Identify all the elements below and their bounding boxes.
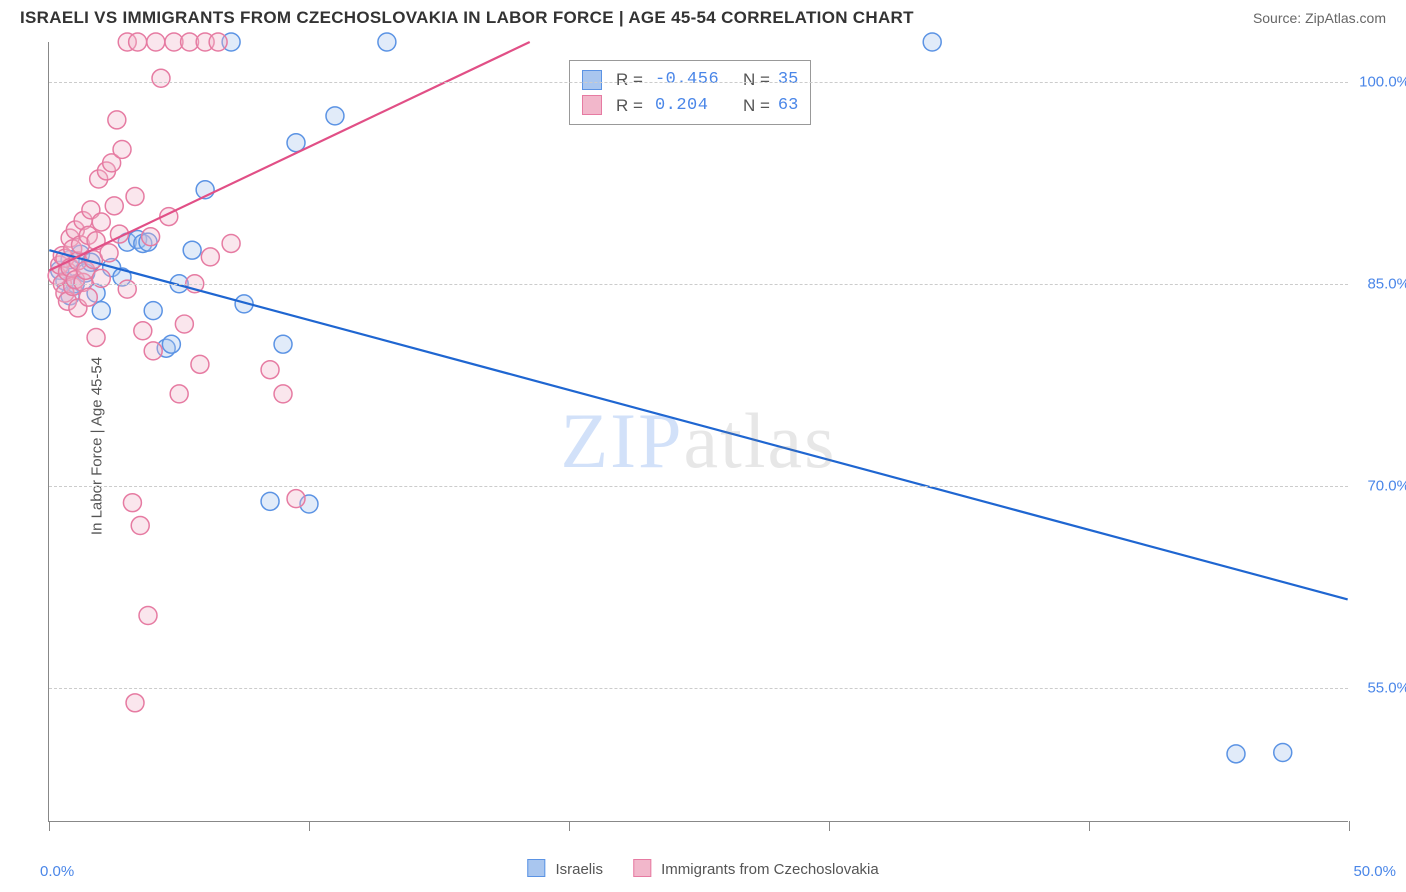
swatch-czech: [582, 95, 602, 115]
gridline-h: [49, 82, 1348, 83]
watermark-zip: ZIP: [561, 397, 684, 484]
legend-swatch-czech: [633, 859, 651, 877]
stats-row-israelis: R = -0.456 N = 35: [582, 67, 798, 93]
data-point-czech: [131, 517, 149, 535]
data-point-czech: [100, 244, 118, 262]
data-point-czech: [113, 140, 131, 158]
x-tick: [49, 821, 50, 831]
legend-item-israelis: Israelis: [527, 859, 603, 878]
legend-label-czech: Immigrants from Czechoslovakia: [661, 861, 879, 878]
data-point-czech: [222, 234, 240, 252]
data-point-israelis: [274, 335, 292, 353]
x-tick: [829, 821, 830, 831]
data-point-czech: [142, 228, 160, 246]
x-tick: [569, 821, 570, 831]
r-value-czech: 0.204: [655, 93, 725, 119]
data-point-israelis: [183, 241, 201, 259]
swatch-israelis: [582, 70, 602, 90]
legend-label-israelis: Israelis: [555, 861, 603, 878]
data-point-czech: [92, 213, 110, 231]
x-axis-min-label: 0.0%: [40, 863, 74, 880]
legend-swatch-israelis: [527, 859, 545, 877]
data-point-czech: [139, 607, 157, 625]
n-value-czech: 63: [778, 93, 798, 119]
data-point-israelis: [162, 335, 180, 353]
x-tick: [1089, 821, 1090, 831]
n-label: N =: [743, 93, 770, 119]
watermark-atlas: atlas: [684, 397, 837, 484]
data-point-czech: [123, 494, 141, 512]
chart-plot-area: ZIPatlas R = -0.456 N = 35 R = 0.204 N =…: [48, 42, 1348, 822]
data-point-czech: [274, 385, 292, 403]
gridline-h: [49, 284, 1348, 285]
data-point-czech: [105, 197, 123, 215]
data-point-czech: [287, 490, 305, 508]
data-point-israelis: [261, 492, 279, 510]
data-point-czech: [126, 694, 144, 712]
data-point-czech: [126, 187, 144, 205]
data-point-israelis: [326, 107, 344, 125]
data-point-czech: [108, 111, 126, 129]
data-point-czech: [191, 355, 209, 373]
data-point-israelis: [923, 33, 941, 51]
gridline-h: [49, 688, 1348, 689]
stats-row-czech: R = 0.204 N = 63: [582, 93, 798, 119]
data-point-israelis: [378, 33, 396, 51]
data-point-czech: [144, 342, 162, 360]
gridline-h: [49, 486, 1348, 487]
data-point-israelis: [144, 302, 162, 320]
data-point-czech: [129, 33, 147, 51]
x-tick: [309, 821, 310, 831]
data-point-czech: [134, 322, 152, 340]
data-point-czech: [118, 280, 136, 298]
bottom-legend: Israelis Immigrants from Czechoslovakia: [527, 859, 878, 878]
y-tick-label: 85.0%: [1367, 276, 1406, 293]
n-value-israelis: 35: [778, 67, 798, 93]
data-point-czech: [152, 69, 170, 87]
y-tick-label: 70.0%: [1367, 477, 1406, 494]
r-label: R =: [616, 67, 643, 93]
data-point-czech: [209, 33, 227, 51]
x-tick: [1349, 821, 1350, 831]
y-tick-label: 100.0%: [1359, 74, 1406, 91]
chart-title: ISRAELI VS IMMIGRANTS FROM CZECHOSLOVAKI…: [20, 8, 914, 28]
data-point-czech: [175, 315, 193, 333]
data-point-israelis: [1227, 745, 1245, 763]
y-tick-label: 55.0%: [1367, 679, 1406, 696]
watermark: ZIPatlas: [561, 396, 837, 486]
data-point-czech: [147, 33, 165, 51]
data-point-czech: [79, 288, 97, 306]
data-point-israelis: [92, 302, 110, 320]
data-point-israelis: [1274, 744, 1292, 762]
n-label: N =: [743, 67, 770, 93]
r-value-israelis: -0.456: [655, 67, 725, 93]
source-label: Source: ZipAtlas.com: [1253, 10, 1386, 26]
legend-item-czech: Immigrants from Czechoslovakia: [633, 859, 879, 878]
header-row: ISRAELI VS IMMIGRANTS FROM CZECHOSLOVAKI…: [0, 0, 1406, 32]
data-point-czech: [87, 328, 105, 346]
x-axis-max-label: 50.0%: [1353, 863, 1396, 880]
data-point-czech: [201, 248, 219, 266]
data-point-czech: [170, 385, 188, 403]
data-point-czech: [261, 361, 279, 379]
r-label: R =: [616, 93, 643, 119]
correlation-stats-box: R = -0.456 N = 35 R = 0.204 N = 63: [569, 60, 811, 125]
